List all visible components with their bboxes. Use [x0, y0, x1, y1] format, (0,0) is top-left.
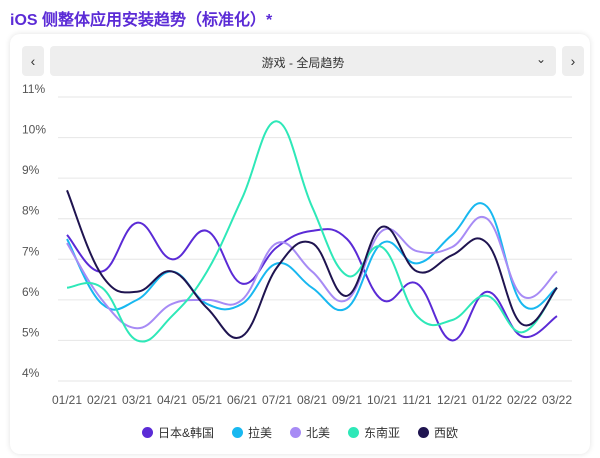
- legend-label: 东南亚: [364, 426, 401, 440]
- chart-title: iOS 侧整体应用安装趋势（标准化）*: [10, 12, 273, 29]
- legend-swatch: [141, 427, 153, 438]
- legend-item[interactable]: 拉美: [231, 424, 272, 441]
- chart-legend: 日本&韩国 拉美 北美 东南亚 西欧: [0, 424, 600, 441]
- legend-label: 日本&韩国: [157, 426, 214, 440]
- y-tick-label: 9%: [22, 163, 40, 177]
- category-select-label: 游戏 - 全局趋势: [261, 56, 345, 70]
- y-tick-label: 4%: [22, 366, 40, 380]
- legend-label: 北美: [305, 426, 330, 440]
- legend-item[interactable]: 北美: [289, 424, 330, 441]
- x-tick-label: 11/21: [402, 393, 431, 407]
- y-tick-label: 5%: [22, 325, 40, 339]
- y-tick-label: 8%: [22, 204, 40, 218]
- x-tick-label: 09/21: [332, 393, 362, 407]
- series-line-1: [66, 202, 558, 312]
- legend-label: 西欧: [434, 426, 459, 440]
- x-tick-label: 10/21: [367, 393, 397, 407]
- chevron-down-icon: ⌄: [535, 52, 546, 66]
- series-line-4: [66, 189, 558, 339]
- series-line-2: [66, 215, 558, 330]
- x-tick-label: 02/21: [87, 393, 117, 407]
- next-button[interactable]: ›: [562, 46, 584, 76]
- legend-swatch: [289, 427, 301, 438]
- y-tick-label: 7%: [22, 244, 40, 258]
- y-tick-label: 10%: [22, 123, 46, 137]
- x-tick-label: 01/22: [472, 393, 502, 407]
- x-tick-label: 07/21: [262, 393, 292, 407]
- chevron-left-icon: ‹: [30, 53, 36, 69]
- x-tick-label: 04/21: [157, 393, 187, 407]
- category-select[interactable]: 游戏 - 全局趋势 ⌄: [50, 46, 556, 76]
- x-tick-label: 05/21: [192, 393, 222, 407]
- chart-card: [10, 34, 590, 454]
- legend-item[interactable]: 西欧: [418, 424, 458, 441]
- legend-swatch: [418, 427, 430, 438]
- x-tick-label: 06/21: [227, 393, 257, 407]
- legend-item[interactable]: 东南亚: [348, 424, 400, 441]
- legend-swatch: [231, 427, 243, 438]
- x-tick-label: 02/22: [507, 393, 537, 407]
- x-tick-label: 03/22: [542, 393, 572, 407]
- series-line-3: [66, 120, 558, 343]
- x-tick-label: 08/21: [297, 393, 327, 407]
- legend-swatch: [348, 427, 359, 438]
- x-tick-label: 03/21: [122, 393, 152, 407]
- y-tick-label: 6%: [22, 285, 40, 299]
- series-line-0: [66, 221, 558, 342]
- chevron-right-icon: ›: [570, 53, 576, 69]
- x-tick-label: 12/21: [437, 393, 467, 407]
- x-tick-label: 01/21: [52, 393, 82, 407]
- legend-item[interactable]: 日本&韩国: [141, 424, 214, 441]
- legend-label: 拉美: [247, 426, 272, 440]
- y-tick-label: 11%: [22, 82, 45, 96]
- prev-button[interactable]: ‹: [22, 46, 44, 76]
